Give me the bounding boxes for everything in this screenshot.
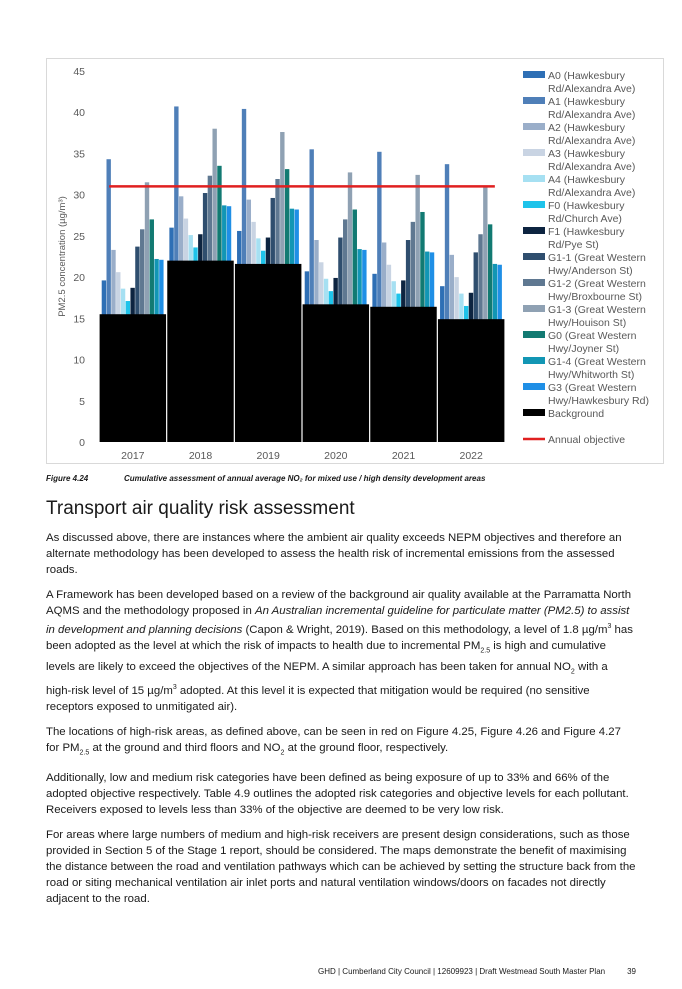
legend-swatch-1 xyxy=(523,97,545,104)
background-bar-2020 xyxy=(302,304,370,442)
x-tick-label: 2022 xyxy=(459,450,483,462)
paragraph-1: As discussed above, there are instances … xyxy=(46,532,622,576)
guideline-title: An Australian incremental guideline for … xyxy=(46,605,630,636)
paragraph-3: The locations of high-risk areas, as def… xyxy=(46,726,621,757)
y-tick-label: 25 xyxy=(73,231,85,243)
legend-entry-12: G3 (Great Western Hwy/Hawkesbury Rd) xyxy=(548,382,649,407)
legend-entry-8: G1-2 (Great Western Hwy/Broxbourne St) xyxy=(548,278,646,303)
bar-1-2022 xyxy=(444,164,450,442)
bar-1-2020 xyxy=(309,149,314,443)
legend-swatch-5 xyxy=(523,201,545,208)
body-text: As discussed above, there are instances … xyxy=(46,530,636,916)
background-bar-2021 xyxy=(370,306,437,442)
bar-chart: 0 5 10 15 20 25 30 35 40 45 PM2.5 concentration (µ… xyxy=(57,66,649,462)
x-tick-label: 2017 xyxy=(121,450,145,462)
y-tick-label: 35 xyxy=(73,148,85,160)
bar-1-2021 xyxy=(377,151,382,442)
legend-entry-11: G1-4 (Great Western Hwy/Whitworth St) xyxy=(548,356,646,381)
y-tick-label: 40 xyxy=(73,107,85,119)
bar-9-2022 xyxy=(483,187,488,442)
x-tick-label: 2021 xyxy=(392,450,416,462)
legend-entry-6: F1 (Hawkesbury Rd/Pye St) xyxy=(548,226,625,251)
legend-swatch-2 xyxy=(523,123,545,130)
legend-entry-5: F0 (Hawkesbury Rd/Church Ave) xyxy=(548,200,625,225)
paragraph-4: Additionally, low and medium risk catego… xyxy=(46,772,629,817)
chart-frame: 0 5 10 15 20 25 30 35 40 45 PM2.5 concentration (µ… xyxy=(46,58,664,464)
y-tick-label: 0 xyxy=(79,437,85,449)
y-tick-label: 20 xyxy=(73,272,85,284)
background-bar-2022 xyxy=(437,319,505,442)
y-axis-label: PM2.5 concentration (µg/m³) xyxy=(57,196,68,317)
legend-swatch-10 xyxy=(523,331,545,338)
figure-caption: Figure 4.24 Cumulative assessment of annu… xyxy=(46,474,485,483)
y-tick-label: 5 xyxy=(79,396,85,408)
legend-swatch-7 xyxy=(523,253,545,260)
legend-entry-2: A2 (Hawkesbury Rd/Alexandra Ave) xyxy=(548,122,635,147)
y-tick-label: 30 xyxy=(73,190,85,202)
legend-entry-9: G1-3 (Great Western Hwy/Houison St) xyxy=(548,304,646,329)
y-tick-label: 45 xyxy=(73,66,85,78)
legend-entry-1: A1 (Hawkesbury Rd/Alexandra Ave) xyxy=(548,96,635,121)
y-tick-label: 15 xyxy=(73,313,85,325)
footer-text: GHD | Cumberland City Council | 12609923… xyxy=(317,967,606,976)
x-tick-label: 2019 xyxy=(256,450,280,462)
paragraph-5: For areas where large numbers of medium … xyxy=(46,829,636,906)
legend-entry-10: G0 (Great Western Hwy/Joyner St) xyxy=(548,330,637,355)
legend-entry-4: A4 (Hawkesbury Rd/Alexandra Ave) xyxy=(548,174,635,199)
legend-swatch-9 xyxy=(523,305,545,312)
figure-caption-text: Cumulative assessment of annual average … xyxy=(124,474,486,483)
legend-entry-3: A3 (Hawkesbury Rd/Alexandra Ave) xyxy=(548,148,635,173)
background-bar-2019 xyxy=(234,263,302,442)
legend-swatch-4 xyxy=(523,175,545,182)
legend-swatch-11 xyxy=(523,357,545,364)
y-tick-label: 10 xyxy=(73,355,85,367)
x-tick-label: 2018 xyxy=(189,450,213,462)
background-bar-2017 xyxy=(99,314,167,442)
legend-swatch-bg xyxy=(523,409,545,416)
legend-swatch-0 xyxy=(523,71,545,78)
figure-number: Figure 4.24 xyxy=(46,474,89,483)
page-number: 39 xyxy=(627,967,636,976)
paragraph-2: A Framework has been developed based on … xyxy=(46,589,633,714)
legend-entry-0: A0 (Hawkesbury Rd/Alexandra Ave) xyxy=(548,70,635,95)
section-heading: Transport air quality risk assessment xyxy=(46,498,355,519)
bar-1-2017 xyxy=(106,159,111,442)
background-bar-2018 xyxy=(167,260,234,442)
legend-swatch-6 xyxy=(523,227,545,234)
x-tick-label: 2020 xyxy=(324,450,348,462)
legend-entry-7: G1-1 (Great Western Hwy/Anderson St) xyxy=(548,252,646,277)
legend-entry-bg: Background xyxy=(548,408,604,420)
bar-9-2017 xyxy=(144,182,150,443)
legend-swatch-12 xyxy=(523,383,545,390)
legend-swatch-3 xyxy=(523,149,545,156)
page-footer: GHD | Cumberland City Council | 12609923… xyxy=(318,967,636,976)
legend-entry-obj: Annual objective xyxy=(548,434,625,446)
legend-swatch-8 xyxy=(523,279,545,286)
